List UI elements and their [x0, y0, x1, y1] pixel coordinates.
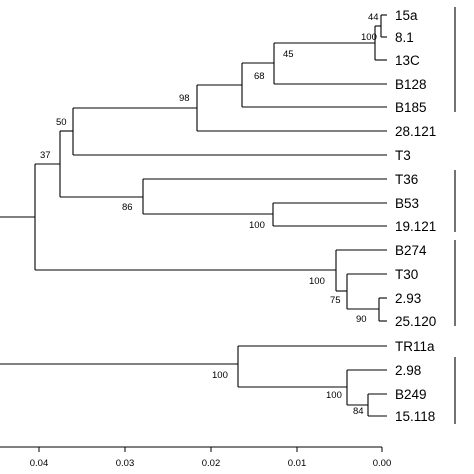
bootstrap-label: 37: [40, 150, 51, 161]
leaf-label: 2.93: [395, 291, 421, 306]
bootstrap-label: 100: [326, 390, 342, 401]
leaf-label: B274: [395, 243, 427, 258]
bootstrap-label: 100: [309, 276, 325, 287]
axis-tick-label: 0.00: [373, 458, 392, 469]
leaf-label: TR11a: [395, 339, 435, 354]
bootstrap-label: 100: [212, 370, 228, 381]
axis-tick-label: 0.01: [288, 458, 307, 469]
axis-tick-label: 0.02: [202, 458, 221, 469]
axis-tick-label: 0.03: [116, 458, 135, 469]
leaf-labels: 15a 8.1 13C B128 B185 28.121 T3 T36 B53 …: [395, 8, 436, 424]
leaf-label: 8.1: [395, 30, 414, 45]
branches: [0, 14, 387, 417]
leaf-label: T30: [395, 267, 418, 282]
bootstrap-label: 98: [179, 93, 190, 104]
bootstrap-label: 100: [361, 32, 377, 43]
bootstrap-label: 84: [353, 406, 364, 417]
axis-tick-label: 0.04: [30, 458, 49, 469]
leaf-label: 13C: [395, 53, 420, 68]
bootstrap-label: 100: [249, 220, 265, 231]
bootstrap-label: 75: [330, 295, 341, 306]
leaf-label: B249: [395, 387, 427, 402]
leaf-label: B53: [395, 196, 419, 211]
bootstrap-label: 90: [356, 314, 367, 325]
leaf-label: B185: [395, 100, 427, 115]
bootstrap-label: 45: [283, 49, 294, 60]
scale-axis: 0.04 0.03 0.02 0.01 0.00: [0, 446, 392, 469]
bootstrap-label: 50: [56, 117, 67, 128]
leaf-label: T36: [395, 172, 418, 187]
bootstrap-labels: 44 100 45 68 98 50 37 86 100 100 75 90 1…: [40, 12, 379, 417]
leaf-label: 15a: [395, 8, 418, 23]
bootstrap-label: 86: [122, 202, 133, 213]
leaf-label: 25.120: [395, 314, 436, 329]
leaf-label: B128: [395, 77, 427, 92]
bootstrap-label: 68: [254, 71, 265, 82]
leaf-label: 19.121: [395, 219, 436, 234]
leaf-label: 28.121: [395, 124, 436, 139]
leaf-label: 15.118: [395, 409, 435, 424]
leaf-label: T3: [395, 148, 411, 163]
leaf-label: 2.98: [395, 363, 421, 378]
bootstrap-label: 44: [368, 12, 379, 23]
